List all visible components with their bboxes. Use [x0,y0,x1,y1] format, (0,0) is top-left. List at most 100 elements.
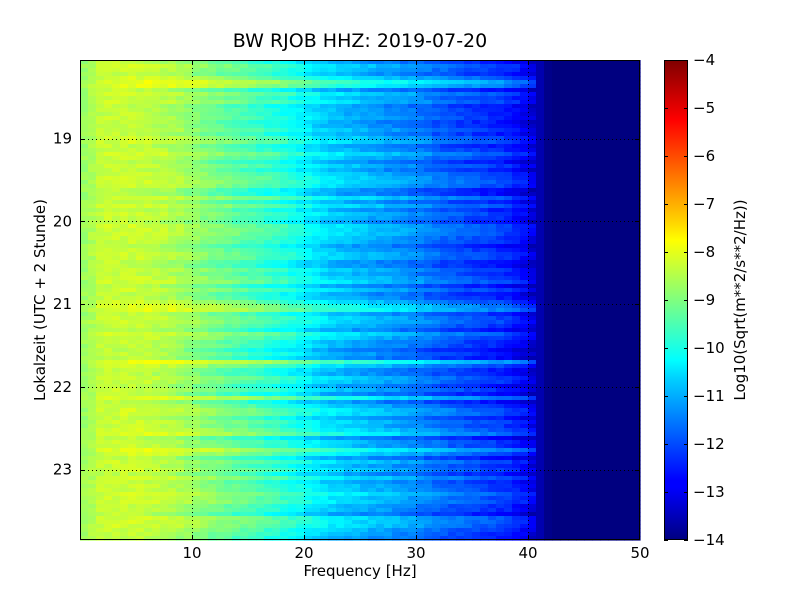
heatmap-cell [456,316,465,321]
heatmap-cell [96,120,105,125]
heatmap-cell [152,80,161,85]
heatmap-cell [536,76,545,81]
heatmap-cell [104,248,113,253]
heatmap-cell [80,256,89,261]
heatmap-cell [264,288,273,293]
heatmap-cell [576,148,585,153]
heatmap-cell [512,328,521,333]
heatmap-cell [520,104,529,109]
heatmap-cell [544,328,553,333]
heatmap-cell [360,128,369,133]
heatmap-cell [136,168,145,173]
heatmap-cell [144,340,153,345]
heatmap-cell [392,252,401,257]
heatmap-cell [104,72,113,77]
heatmap-cell [104,164,113,169]
heatmap-cell [208,224,217,229]
heatmap-cell [216,200,225,205]
heatmap-cell [160,112,169,117]
heatmap-cell [424,120,433,125]
heatmap-cell [408,316,417,321]
heatmap-cell [520,240,529,245]
heatmap-cell [384,276,393,281]
heatmap-cell [96,180,105,185]
heatmap-cell [512,260,521,265]
heatmap-cell [464,260,473,265]
heatmap-cell [192,220,201,225]
heatmap-cell [216,160,225,165]
heatmap-cell [560,260,569,265]
heatmap-cell [232,280,241,285]
heatmap-cell [200,320,209,325]
heatmap-cell [568,236,577,241]
heatmap-cell [304,96,313,101]
heatmap-cell [512,204,521,209]
heatmap-cell [384,96,393,101]
heatmap-cell [104,196,113,201]
heatmap-cell [608,300,617,305]
heatmap-cell [552,256,561,261]
heatmap-cell [600,332,609,337]
heatmap-cell [488,164,497,169]
heatmap-cell [152,280,161,285]
heatmap-cell [416,240,425,245]
heatmap-cell [296,276,305,281]
heatmap-cell [480,84,489,89]
heatmap-cell [104,172,113,177]
heatmap-cell [288,100,297,105]
heatmap-cell [384,152,393,157]
heatmap-cell [296,200,305,205]
heatmap-cell [544,176,553,181]
heatmap-cell [136,136,145,141]
heatmap-cell [424,132,433,137]
heatmap-cell [576,140,585,145]
heatmap-cell [392,244,401,249]
heatmap-cell [392,200,401,205]
heatmap-cell [384,120,393,125]
heatmap-cell [544,96,553,101]
heatmap-cell [472,260,481,265]
heatmap-cell [624,132,633,137]
heatmap-cell [152,164,161,169]
heatmap-cell [416,64,425,69]
heatmap-cell [320,164,329,169]
heatmap-cell [128,140,137,145]
heatmap-cell [568,176,577,181]
heatmap-cell [568,140,577,145]
heatmap-cell [176,344,185,349]
heatmap-cell [176,204,185,209]
heatmap-cell [248,308,257,313]
heatmap-cell [544,104,553,109]
heatmap-cell [360,120,369,125]
heatmap-cell [368,156,377,161]
heatmap-cell [440,160,449,165]
heatmap-cell [272,200,281,205]
heatmap-cell [416,212,425,217]
heatmap-cell [360,232,369,237]
heatmap-cell [152,76,161,81]
heatmap-cell [632,280,641,285]
heatmap-cell [200,296,209,301]
heatmap-cell [352,176,361,181]
heatmap-cell [328,84,337,89]
heatmap-cell [280,312,289,317]
heatmap-cell [104,276,113,281]
heatmap-cell [352,188,361,193]
heatmap-cell [424,148,433,153]
heatmap-cell [600,136,609,141]
heatmap-cell [368,212,377,217]
heatmap-cell [144,280,153,285]
heatmap-cell [592,156,601,161]
heatmap-cell [80,80,89,85]
heatmap-cell [176,312,185,317]
heatmap-cell [432,288,441,293]
heatmap-cell [264,188,273,193]
heatmap-cell [368,224,377,229]
heatmap-cell [248,76,257,81]
heatmap-cell [632,276,641,281]
heatmap-cell [344,280,353,285]
heatmap-cell [584,308,593,313]
heatmap-cell [360,204,369,209]
heatmap-cell [328,224,337,229]
heatmap-cell [224,168,233,173]
